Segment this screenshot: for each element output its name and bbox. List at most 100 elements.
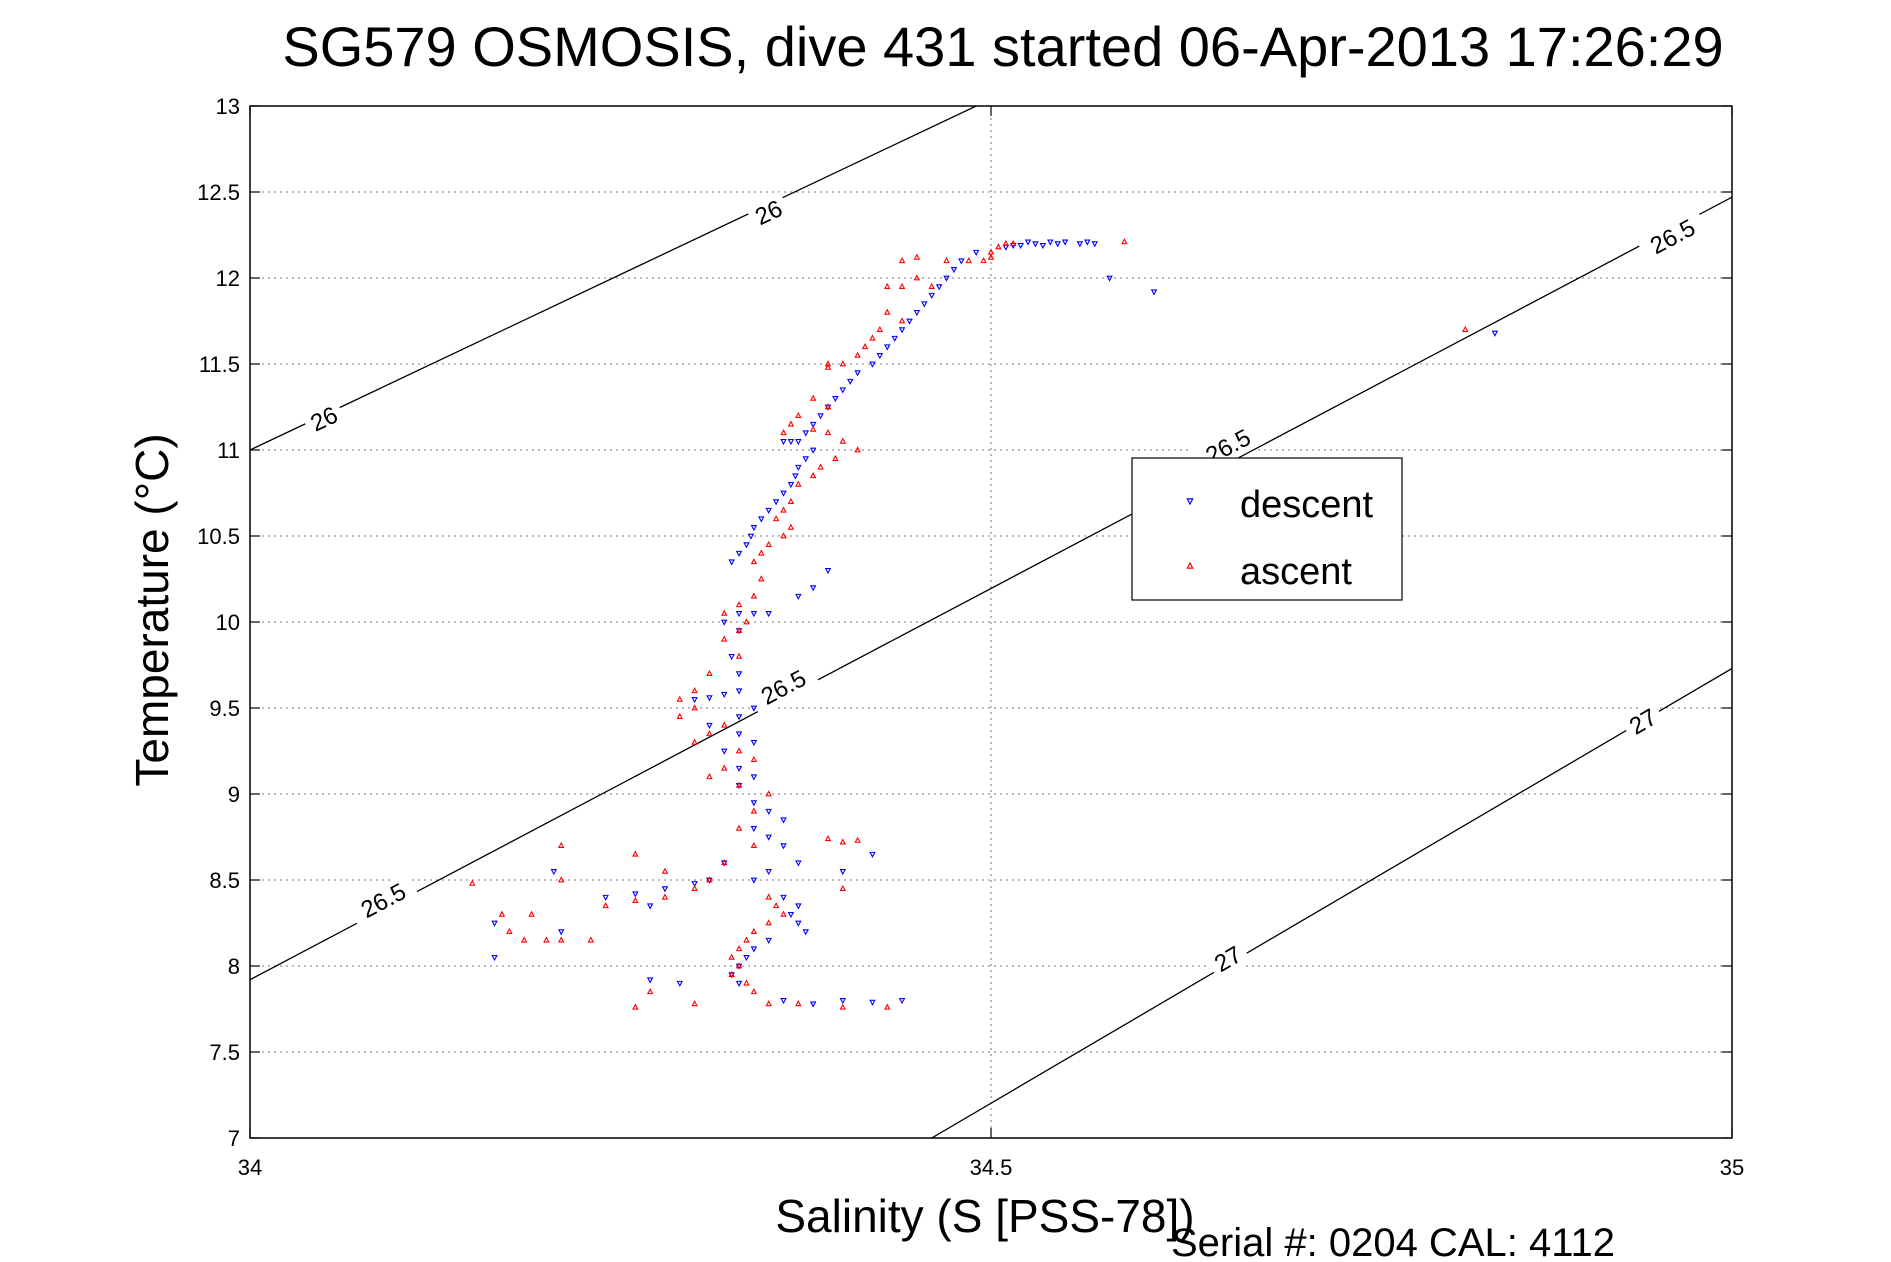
- legend-marker-ascent: [1186, 561, 1194, 569]
- ascent-point-90: [632, 1003, 639, 1010]
- ascent-point-51: [706, 669, 713, 676]
- ascent-point-69: [706, 876, 713, 883]
- ascent-point-63: [735, 781, 743, 788]
- descent-point-95: [802, 929, 810, 936]
- descent-point-88: [632, 891, 639, 898]
- ascent-point-100: [557, 876, 565, 883]
- serial-cal-label: Serial #: 0204 CAL: 4112: [1171, 1221, 1615, 1262]
- isopycnal-label-26-0: 26: [300, 398, 348, 440]
- descent-point-10: [1024, 239, 1032, 246]
- y-tick-label-12: 13: [216, 94, 240, 119]
- ascent-point-39: [780, 532, 787, 539]
- descent-point-32: [832, 396, 839, 403]
- ascent-point-45: [735, 601, 743, 608]
- ascent-point-33: [809, 472, 817, 479]
- ascent-point-66: [735, 824, 743, 831]
- grid-lines: [249, 105, 1733, 1139]
- descent-point-72: [750, 740, 758, 747]
- legend-label-ascent: ascent: [1240, 551, 1352, 593]
- ascent-point-7: [943, 257, 950, 264]
- descent-point-18: [943, 275, 950, 282]
- descent-point-92: [795, 903, 802, 910]
- y-tick-label-1: 7.5: [209, 1040, 240, 1065]
- descent-point-21: [921, 301, 928, 308]
- descent-point-74: [735, 765, 743, 772]
- ascent-point-43: [758, 575, 765, 582]
- descent-point-22: [913, 310, 921, 317]
- ascent-point-111: [824, 360, 832, 367]
- ascent-point-75: [772, 902, 780, 909]
- descent-point-57: [765, 611, 772, 618]
- descent-point-108: [898, 998, 906, 1005]
- descent-point-58: [750, 611, 758, 618]
- ascent-point-77: [765, 919, 772, 926]
- ascent-point-49: [720, 635, 728, 642]
- ascent-point-53: [676, 695, 684, 702]
- ascent-point-58: [691, 738, 698, 745]
- ascent-point-101: [557, 841, 565, 848]
- ascent-point-91: [646, 988, 654, 995]
- legend-marker-shape-ascent: [1186, 561, 1194, 569]
- descent-point-112: [550, 869, 558, 876]
- ascent-point-70: [691, 884, 698, 891]
- descent-point-38: [787, 439, 795, 446]
- ascent-point-21: [824, 363, 832, 370]
- ascent-point-50: [735, 652, 743, 659]
- descent-point-63: [735, 671, 743, 678]
- descent-point-62: [728, 654, 735, 661]
- data-points: [469, 238, 1499, 1010]
- descent-point-3: [1017, 242, 1024, 250]
- descent-point-17: [950, 267, 958, 274]
- descent-point-8: [1054, 241, 1061, 248]
- ascent-point-44: [750, 592, 758, 599]
- ascent-point-6: [965, 257, 973, 264]
- ascent-point-94: [520, 936, 528, 943]
- ascent-point-5: [980, 257, 987, 264]
- descent-point-59: [735, 611, 743, 618]
- ascent-point-80: [735, 945, 743, 952]
- ascent-point-16: [876, 325, 884, 332]
- ascent-point-81: [728, 953, 735, 960]
- descent-point-113: [869, 851, 876, 858]
- ascent-point-12: [898, 282, 906, 289]
- descent-point-47: [765, 507, 772, 514]
- descent-point-81: [765, 834, 772, 841]
- y-axis-label: Temperature (°C): [126, 433, 178, 786]
- ascent-point-103: [661, 867, 669, 874]
- descent-point-110: [491, 955, 498, 962]
- ascent-point-108: [839, 884, 847, 891]
- descent-point-91: [780, 894, 787, 901]
- descent-point-101: [735, 980, 743, 987]
- descent-point-29: [854, 370, 861, 377]
- isopycnal-label-26.5-0: 26.5: [346, 872, 420, 929]
- ascent-point-31: [832, 454, 839, 461]
- descent-point-14: [1491, 330, 1499, 337]
- ascent-point-10: [1121, 238, 1128, 245]
- ascent-point-26: [780, 429, 787, 436]
- ascent-point-82: [735, 962, 743, 969]
- descent-point-105: [809, 1001, 817, 1008]
- ascent-point-19: [854, 351, 861, 358]
- descent-point-69: [735, 714, 743, 721]
- descent-point-24: [898, 327, 906, 334]
- ascent-point-86: [765, 1000, 772, 1007]
- descent-point-64: [735, 688, 743, 695]
- descent-point-89: [602, 894, 609, 901]
- descent-point-80: [750, 826, 758, 833]
- x-axis-label: Salinity (S [PSS-78]): [775, 1190, 1194, 1242]
- ascent-point-76: [780, 910, 787, 917]
- descent-point-106: [839, 998, 847, 1005]
- descent-point-102: [676, 980, 684, 987]
- descent-point-60: [720, 619, 728, 626]
- descent-point-15: [972, 249, 980, 256]
- ascent-point-78: [750, 927, 758, 934]
- descent-point-52: [735, 550, 743, 557]
- ascent-point-4: [987, 253, 995, 260]
- isopycnal-label-26-1: 26: [745, 191, 792, 234]
- ascent-point-62: [706, 773, 713, 780]
- ascent-point-79: [743, 936, 750, 943]
- descent-point-98: [743, 955, 750, 962]
- chart-title: SG579 OSMOSIS, dive 431 started 06-Apr-2…: [282, 15, 1723, 78]
- x-tick-label-0: 34: [238, 1155, 262, 1180]
- descent-point-93: [787, 912, 795, 919]
